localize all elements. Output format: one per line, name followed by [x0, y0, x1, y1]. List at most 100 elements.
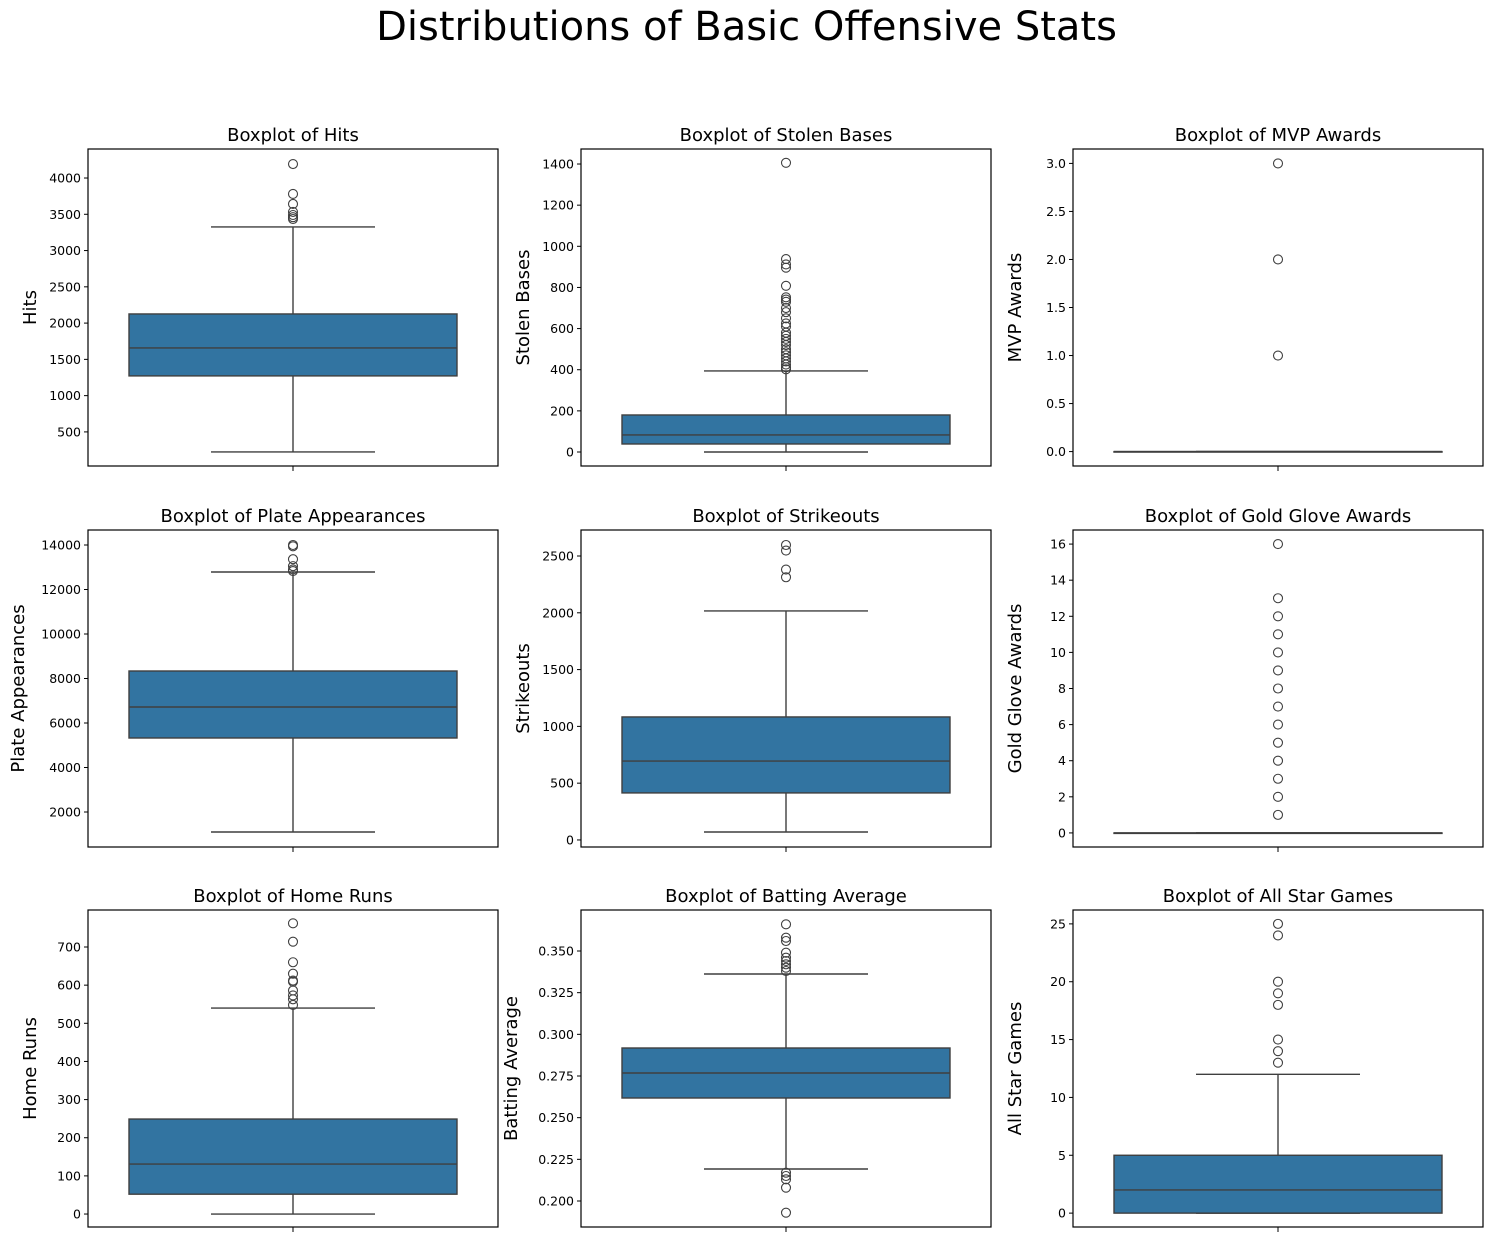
- outlier-point: [1272, 254, 1284, 265]
- y-tick-label: 4000: [49, 171, 81, 186]
- y-axis-label: Strikeouts: [513, 643, 534, 734]
- outlier-point: [780, 254, 792, 265]
- y-tick-label: 1000: [542, 239, 574, 254]
- outlier-point: [780, 947, 792, 958]
- axes-frame: [580, 529, 992, 848]
- subplot-9: Boxplot of All Star Games All Star Games 0…: [1005, 886, 1484, 1232]
- y-tick-label: 12000: [41, 582, 81, 597]
- outlier-point: [1272, 719, 1284, 730]
- y-tick-label: 8: [1058, 681, 1066, 696]
- outlier-point: [780, 564, 792, 575]
- y-tick-label: 0: [1058, 825, 1066, 840]
- iqr-box: [128, 1118, 458, 1195]
- y-tick-label: 0: [73, 1207, 81, 1222]
- y-tick-label: 2500: [49, 279, 81, 294]
- outlier-point: [1272, 791, 1284, 802]
- axes-frame: [87, 529, 499, 848]
- outlier-point: [287, 188, 299, 200]
- outlier-point: [780, 1174, 792, 1185]
- outlier-point: [1272, 665, 1284, 676]
- y-tick-label: 1.5: [1046, 300, 1066, 315]
- y-tick-label: 0.350: [538, 944, 574, 959]
- outlier-point: [780, 962, 792, 973]
- outlier-point: [287, 554, 299, 565]
- outlier-point: [1272, 647, 1284, 658]
- y-tick-label: 600: [550, 321, 574, 336]
- outlier-point: [287, 936, 299, 947]
- outlier-point: [287, 561, 299, 572]
- y-tick-label: 8000: [49, 671, 81, 686]
- outlier-point: [780, 1207, 792, 1218]
- y-tick-label: 25: [1050, 916, 1066, 931]
- y-tick-label: 6: [1058, 717, 1066, 732]
- y-tick-label: 0.5: [1046, 396, 1066, 411]
- subplot-5: Boxplot of Strikeouts Strikeouts 0 500 1000 1…: [513, 506, 992, 852]
- y-tick-label: 400: [550, 362, 574, 377]
- outlier-point: [1272, 539, 1284, 550]
- outlier-point: [780, 280, 792, 291]
- outlier-point: [287, 565, 299, 577]
- y-tick-label: 600: [57, 978, 81, 993]
- outlier-point: [1272, 593, 1284, 604]
- outlier-point: [780, 1182, 792, 1193]
- y-tick-label: 4000: [49, 760, 81, 775]
- outlier-point: [780, 313, 792, 324]
- y-tick-label: 2000: [542, 605, 574, 620]
- outlier-point: [780, 364, 792, 375]
- outlier-point: [1272, 701, 1284, 712]
- outlier-point: [780, 336, 792, 348]
- outlier-point: [780, 965, 792, 977]
- subplot-8: Boxplot of Batting Average Batting Averag…: [501, 886, 992, 1232]
- outlier-point: [287, 957, 299, 968]
- y-tick-label: 3000: [49, 243, 81, 258]
- outlier-point: [1272, 629, 1284, 640]
- subplot-title: Boxplot of Hits: [227, 125, 359, 146]
- axes-frame: [1072, 529, 1484, 848]
- iqr-box: [621, 716, 951, 794]
- y-tick-label: 2000: [49, 316, 81, 331]
- outlier-point: [287, 213, 299, 225]
- y-tick-label: 0.275: [538, 1069, 574, 1084]
- y-tick-label: 500: [57, 1016, 81, 1031]
- y-tick-label: 16: [1050, 537, 1066, 552]
- outlier-point: [780, 294, 792, 305]
- subplot-title: Boxplot of Batting Average: [665, 886, 907, 907]
- y-axis-label: Hits: [20, 290, 41, 325]
- y-tick-label: 1500: [49, 352, 81, 367]
- y-tick-label: 500: [550, 776, 574, 791]
- y-axis-label: All Star Games: [1005, 1002, 1026, 1136]
- outlier-point: [780, 932, 792, 943]
- y-tick-label: 1200: [542, 198, 574, 213]
- outlier-point: [780, 259, 792, 270]
- y-tick-label: 100: [57, 1168, 81, 1183]
- subplot-4: Boxplot of Plate Appearances Plate Appear…: [8, 506, 499, 852]
- iqr-box: [128, 313, 458, 377]
- y-tick-label: 500: [57, 424, 81, 439]
- y-tick-label: 0.0: [1046, 444, 1066, 459]
- outlier-point: [1272, 350, 1284, 361]
- y-tick-label: 1.0: [1046, 348, 1066, 363]
- subplot-2: Boxplot of Stolen Bases Stolen Bases 0 200 4…: [513, 125, 992, 471]
- outlier-point: [287, 918, 299, 929]
- y-tick-label: 2500: [542, 549, 574, 564]
- outlier-point: [780, 339, 792, 351]
- y-tick-label: 0: [1058, 1206, 1066, 1221]
- y-tick-label: 12: [1050, 609, 1066, 624]
- outlier-point: [780, 959, 792, 970]
- outlier-point: [287, 541, 299, 552]
- iqr-box: [621, 414, 951, 445]
- outlier-point: [1272, 773, 1284, 784]
- y-tick-label: 2: [1058, 789, 1066, 804]
- y-tick-label: 0.325: [538, 985, 574, 1000]
- outlier-point: [780, 919, 792, 930]
- y-tick-label: 0.225: [538, 1152, 574, 1167]
- subplot-title: Boxplot of All Star Games: [1163, 886, 1393, 907]
- outlier-point: [287, 968, 299, 979]
- outlier-point: [780, 302, 792, 314]
- axes-frame: [1072, 909, 1484, 1228]
- outlier-point: [1272, 918, 1284, 929]
- subplot-title: Boxplot of Strikeouts: [692, 506, 879, 527]
- outlier-point: [780, 157, 792, 168]
- y-axis-label: Gold Glove Awards: [1005, 604, 1026, 774]
